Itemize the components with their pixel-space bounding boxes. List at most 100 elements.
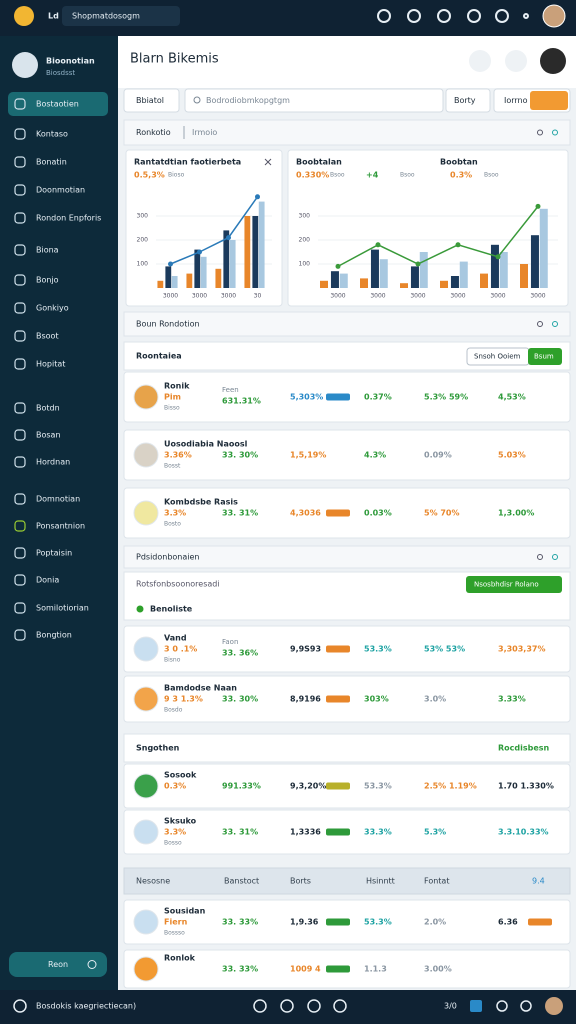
bar (499, 252, 508, 288)
footer-icon[interactable] (253, 999, 267, 1013)
row-tag: Fiern (164, 918, 188, 927)
top-icon[interactable] (495, 9, 509, 23)
sidebar-button[interactable] (9, 952, 107, 977)
trend-point (535, 203, 541, 209)
app-switch[interactable] (62, 6, 180, 26)
section-icon[interactable] (552, 321, 558, 327)
nav-icon (14, 629, 26, 641)
nav-hit[interactable] (8, 514, 108, 538)
nav-hit[interactable] (8, 423, 108, 447)
nav-hit[interactable] (8, 487, 108, 511)
nav-item: Bongtion (36, 631, 72, 640)
footer-icon[interactable] (307, 999, 321, 1013)
list2-action[interactable] (466, 576, 562, 593)
list-primary[interactable] (528, 348, 562, 365)
nav-hit[interactable] (8, 238, 108, 262)
nav-hit[interactable] (8, 596, 108, 620)
nav-hit[interactable] (8, 568, 108, 592)
section-icon[interactable] (537, 554, 543, 560)
list-primary-label: Bsum (534, 353, 554, 361)
bar (520, 264, 528, 288)
footer-icon[interactable] (333, 999, 347, 1013)
close-icon (264, 158, 272, 166)
x-tick-label: 3000 (490, 293, 505, 300)
row-value: 53.3% (364, 645, 392, 654)
sidebar-button-icon (87, 960, 97, 969)
search-tab[interactable] (123, 88, 180, 113)
row-note: Bisno (164, 657, 181, 664)
top-avatar[interactable] (542, 4, 566, 28)
top-icon[interactable] (407, 9, 421, 23)
top-icon[interactable] (377, 9, 391, 23)
search-icon (193, 96, 201, 104)
row-value: 2.5% 1.19% (424, 782, 477, 791)
row-value: 4.3% (364, 451, 386, 460)
row-value: 1,5,19% (290, 451, 326, 460)
trend-point (255, 194, 260, 200)
sidebar-button-label: Reon (48, 960, 68, 969)
chart-stat: 0.3% (450, 171, 472, 180)
nav-hit[interactable] (8, 296, 108, 320)
nav-hit[interactable] (8, 178, 108, 202)
nav-hit[interactable] (8, 268, 108, 292)
search-input[interactable] (184, 88, 444, 113)
section-icon[interactable] (552, 129, 558, 136)
list2-title: Rotsfonbsoonoresadi (136, 580, 220, 589)
search-button[interactable] (445, 88, 491, 113)
filter-toggle[interactable] (530, 91, 568, 110)
row-amount: 33. 30% (222, 451, 258, 460)
header-icon[interactable] (505, 50, 527, 72)
bar (165, 266, 172, 288)
list2-bar (123, 545, 571, 569)
nav-icon (14, 212, 26, 224)
footer-icon[interactable] (470, 1000, 482, 1012)
row-tag: Pim (164, 393, 181, 402)
footer-avatar[interactable] (545, 997, 563, 1015)
footer-icon[interactable] (496, 1000, 508, 1012)
y-tick-label: 300 (299, 213, 311, 220)
top-icon[interactable] (437, 9, 451, 23)
nav-hit[interactable] (8, 206, 108, 230)
row-value: 0.09% (424, 451, 452, 460)
nav-hit[interactable] (8, 450, 108, 474)
nav-icon (14, 429, 26, 441)
top-icon[interactable] (467, 9, 481, 23)
nav-hit[interactable] (8, 324, 108, 348)
row-note: Bosto (164, 521, 181, 528)
footer-icon[interactable] (520, 1000, 532, 1012)
section-icon[interactable] (537, 321, 543, 327)
nav-hit[interactable] (8, 396, 108, 420)
x-tick-label: 3000 (330, 293, 345, 300)
top-icon[interactable] (523, 13, 529, 19)
list2-action-label: Nsosbhdisr Rolano (474, 581, 539, 589)
nav-item: Biona (36, 246, 59, 255)
chart-stat: 0.5,3% (134, 171, 165, 180)
footer-icon[interactable] (13, 999, 27, 1013)
column-header: Borts (290, 877, 311, 886)
nav-item: Doonmotian (36, 186, 85, 195)
chart-title: Boobtan (440, 158, 478, 167)
section-icon[interactable] (537, 129, 543, 136)
header-icon[interactable] (469, 50, 491, 72)
bar (360, 278, 368, 288)
bar (490, 244, 499, 288)
filter-dot (136, 605, 144, 613)
nav-hit[interactable] (8, 122, 108, 146)
nav-item: Gonkiyo (36, 304, 69, 313)
nav-hit[interactable] (8, 623, 108, 647)
nav-hit[interactable] (8, 92, 108, 116)
row-card[interactable] (123, 429, 571, 481)
chart-stat: +4 (366, 171, 379, 180)
header-avatar[interactable] (540, 48, 566, 74)
x-tick-label: 3000 (163, 293, 178, 300)
user-role: Biosdsst (46, 69, 75, 77)
nav-hit[interactable] (8, 541, 108, 565)
bar (370, 249, 379, 288)
y-tick-label: 100 (299, 261, 311, 268)
nav-item: Kontaso (36, 130, 68, 139)
nav-hit[interactable] (8, 150, 108, 174)
section-icon[interactable] (552, 554, 558, 560)
footer-icon[interactable] (280, 999, 294, 1013)
nav-hit[interactable] (8, 352, 108, 376)
x-tick-label: 30 (254, 293, 262, 300)
